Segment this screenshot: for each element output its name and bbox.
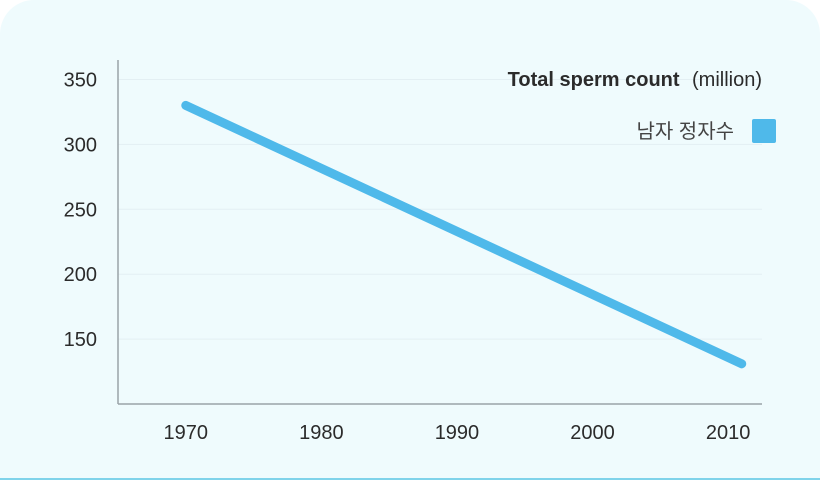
x-tick-label: 2000 xyxy=(570,422,615,444)
chart-title-unit: (million) xyxy=(692,69,762,91)
x-tick-label: 2010 xyxy=(706,422,751,444)
x-tick-label: 1970 xyxy=(164,422,209,444)
y-tick-label: 300 xyxy=(64,134,97,156)
series-line xyxy=(181,100,747,369)
x-tick-label: 1990 xyxy=(435,422,480,444)
y-tick-label: 200 xyxy=(64,264,97,286)
y-tick-label: 250 xyxy=(64,199,97,221)
grid-lines xyxy=(118,78,762,340)
legend-swatch xyxy=(752,119,776,143)
legend-label: 남자 정자수 xyxy=(636,120,734,143)
x-tick-labels: 1970 1980 1990 2000 2010 xyxy=(164,422,751,444)
series-lines xyxy=(181,100,747,369)
y-tick-labels: 150 200 250 300 350 xyxy=(64,69,97,351)
x-tick-label: 1980 xyxy=(299,422,344,444)
y-tick-label: 150 xyxy=(64,329,97,351)
chart-title-main: Total sperm count xyxy=(508,69,680,91)
y-tick-label: 350 xyxy=(64,69,97,91)
chart-title: Total sperm count (million) xyxy=(508,69,762,91)
